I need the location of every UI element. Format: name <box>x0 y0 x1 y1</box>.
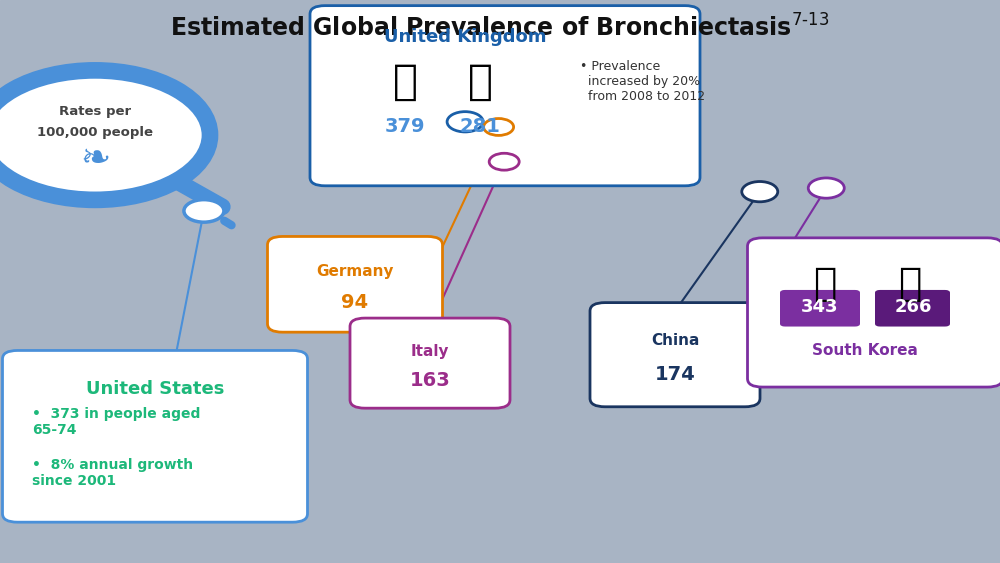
Text: • Prevalence
  increased by 20%
  from 2008 to 2012: • Prevalence increased by 20% from 2008 … <box>580 60 705 103</box>
FancyBboxPatch shape <box>747 238 1000 387</box>
Text: United Kingdom: United Kingdom <box>384 28 546 46</box>
FancyBboxPatch shape <box>267 236 442 332</box>
FancyBboxPatch shape <box>310 6 700 186</box>
Text: 94: 94 <box>341 293 369 312</box>
Text: China: China <box>651 333 699 348</box>
Text: 👩: 👩 <box>813 265 837 303</box>
Text: 343: 343 <box>801 298 839 316</box>
FancyBboxPatch shape <box>780 290 860 327</box>
FancyBboxPatch shape <box>2 350 308 522</box>
Text: 281: 281 <box>460 117 500 136</box>
Text: 👩: 👩 <box>392 61 418 102</box>
Circle shape <box>0 70 210 200</box>
FancyArrowPatch shape <box>172 178 222 207</box>
Circle shape <box>0 77 198 193</box>
FancyArrowPatch shape <box>224 221 232 225</box>
Text: 379: 379 <box>385 117 425 136</box>
Text: South Korea: South Korea <box>812 343 918 358</box>
Text: 👨: 👨 <box>468 61 492 102</box>
Circle shape <box>0 70 210 200</box>
Text: •  373 in people aged
65-74: • 373 in people aged 65-74 <box>32 407 201 437</box>
Circle shape <box>184 200 224 222</box>
Circle shape <box>808 178 844 198</box>
Text: Italy: Italy <box>411 345 449 359</box>
Text: 100,000 people: 100,000 people <box>37 126 153 139</box>
Circle shape <box>0 70 210 200</box>
Circle shape <box>484 119 514 136</box>
Text: 👨: 👨 <box>898 265 922 303</box>
Text: 163: 163 <box>410 370 450 390</box>
Text: 266: 266 <box>894 298 932 316</box>
FancyBboxPatch shape <box>590 303 760 406</box>
Text: •  8% annual growth
since 2001: • 8% annual growth since 2001 <box>32 458 194 488</box>
Text: United States: United States <box>86 381 224 398</box>
Circle shape <box>447 111 483 132</box>
Text: ❧: ❧ <box>80 142 110 176</box>
Circle shape <box>742 181 778 202</box>
Text: Germany: Germany <box>316 265 394 279</box>
Text: 174: 174 <box>655 365 695 384</box>
FancyBboxPatch shape <box>350 318 510 408</box>
FancyBboxPatch shape <box>875 290 950 327</box>
Text: Rates per: Rates per <box>59 105 131 118</box>
Text: Estimated Global Prevalence of Bronchiectasis$^{7\text{-}13}$: Estimated Global Prevalence of Bronchiec… <box>170 14 830 41</box>
Circle shape <box>0 70 210 200</box>
Circle shape <box>489 153 519 170</box>
